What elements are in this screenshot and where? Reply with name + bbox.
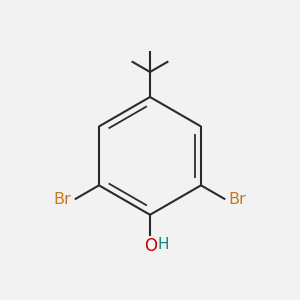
Text: Br: Br	[229, 192, 247, 207]
Text: O: O	[144, 238, 157, 255]
Text: Br: Br	[53, 192, 71, 207]
Text: H: H	[158, 237, 170, 252]
